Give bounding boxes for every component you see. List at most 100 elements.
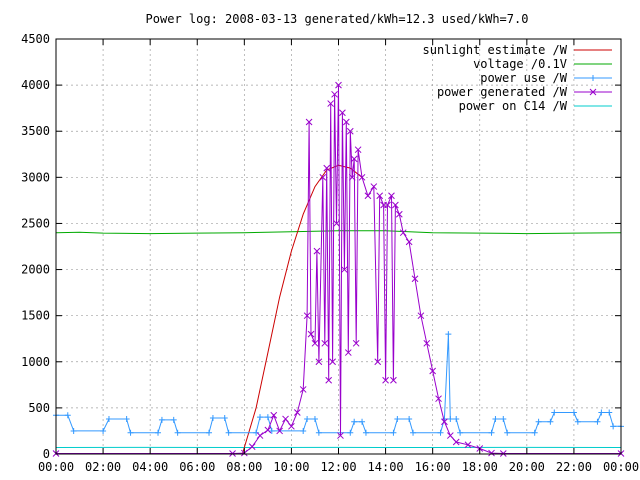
legend-item: voltage /0.1V	[473, 57, 612, 71]
data-point	[170, 416, 177, 423]
data-point	[417, 312, 425, 320]
series-power-generated-w	[52, 81, 625, 457]
data-point	[370, 183, 378, 190]
data-point	[606, 409, 613, 416]
data-point	[399, 229, 407, 237]
data-point	[362, 429, 369, 436]
y-tick-label: 1000	[21, 355, 50, 369]
data-point	[307, 330, 315, 338]
data-point	[446, 432, 454, 439]
data-point	[348, 173, 356, 181]
data-point	[311, 415, 318, 422]
x-tick-label: 20:00	[509, 460, 545, 474]
data-point	[311, 339, 319, 347]
data-point	[299, 386, 307, 393]
data-point	[447, 415, 454, 422]
data-point	[488, 449, 495, 457]
data-point	[268, 427, 275, 434]
data-point	[335, 81, 342, 89]
data-point	[264, 426, 272, 434]
x-tick-label: 00:00	[603, 460, 639, 474]
data-point	[276, 427, 283, 435]
data-point	[395, 210, 403, 218]
y-tick-label: 1500	[21, 309, 50, 323]
data-point	[423, 339, 431, 347]
data-point	[535, 418, 542, 425]
data-point	[253, 429, 260, 436]
data-point	[574, 418, 581, 425]
data-point	[551, 409, 558, 416]
data-point	[221, 415, 228, 422]
data-point	[457, 429, 464, 436]
legend-item: sunlight estimate /W	[423, 43, 612, 57]
data-point	[429, 367, 437, 375]
data-point	[344, 349, 352, 356]
data-point	[547, 418, 554, 425]
data-point	[270, 411, 278, 419]
data-point	[376, 192, 384, 200]
data-point	[411, 275, 419, 283]
data-point	[504, 429, 511, 436]
data-point	[319, 173, 327, 181]
legend-label: power generated /W	[437, 85, 568, 99]
legend-marker	[589, 88, 597, 96]
data-point	[382, 376, 389, 384]
data-point	[464, 441, 472, 449]
data-point	[364, 192, 372, 200]
data-point	[257, 414, 264, 421]
data-point	[264, 414, 271, 421]
data-point	[445, 331, 452, 338]
y-tick-label: 500	[28, 401, 50, 415]
data-point	[293, 409, 301, 416]
data-point	[282, 415, 289, 423]
data-point	[492, 415, 499, 422]
data-point	[351, 418, 358, 425]
data-point	[123, 415, 130, 422]
data-point	[406, 415, 413, 422]
y-tick-label: 3000	[21, 170, 50, 184]
tick-layer: 0 500 1000 1500 2000 2500 3000 3500 4000 4500 00:0…	[21, 32, 639, 474]
data-point	[346, 127, 354, 135]
data-point	[388, 192, 395, 200]
data-point	[390, 376, 397, 384]
data-point	[358, 173, 366, 181]
data-point	[341, 266, 348, 273]
data-point	[127, 429, 134, 436]
x-tick-label: 22:00	[556, 460, 592, 474]
data-point	[437, 429, 444, 436]
data-point	[452, 438, 460, 446]
data-point	[500, 415, 507, 422]
data-point	[256, 432, 264, 439]
series-line-voltage-0-1v	[55, 230, 622, 235]
legend-item: power use /W	[480, 71, 612, 85]
data-point	[174, 429, 181, 436]
data-point	[315, 358, 323, 366]
data-point	[384, 201, 391, 209]
data-point	[225, 429, 232, 436]
data-point	[598, 409, 605, 416]
data-point	[390, 429, 397, 436]
data-point	[64, 412, 71, 419]
series-power-use-w	[53, 331, 624, 436]
y-tick-label: 2000	[21, 263, 50, 277]
legend-label: power on C14 /W	[459, 99, 568, 113]
data-point	[305, 118, 313, 126]
y-tick-label: 4500	[21, 32, 50, 46]
data-point	[329, 358, 336, 366]
series-voltage-0-1v	[55, 230, 622, 235]
y-tick-label: 0	[43, 447, 50, 461]
data-point	[350, 155, 358, 163]
legend-item: power generated /W	[437, 85, 612, 99]
y-tick-label: 2500	[21, 216, 50, 230]
data-point	[531, 429, 538, 436]
data-point	[392, 201, 399, 209]
data-point	[315, 429, 322, 436]
series-layer	[52, 81, 625, 457]
x-tick-label: 06:00	[179, 460, 215, 474]
data-point	[435, 395, 442, 403]
data-point	[325, 376, 333, 384]
chart-title: Power log: 2008-03-13 generated/kWh=12.3…	[146, 12, 529, 26]
